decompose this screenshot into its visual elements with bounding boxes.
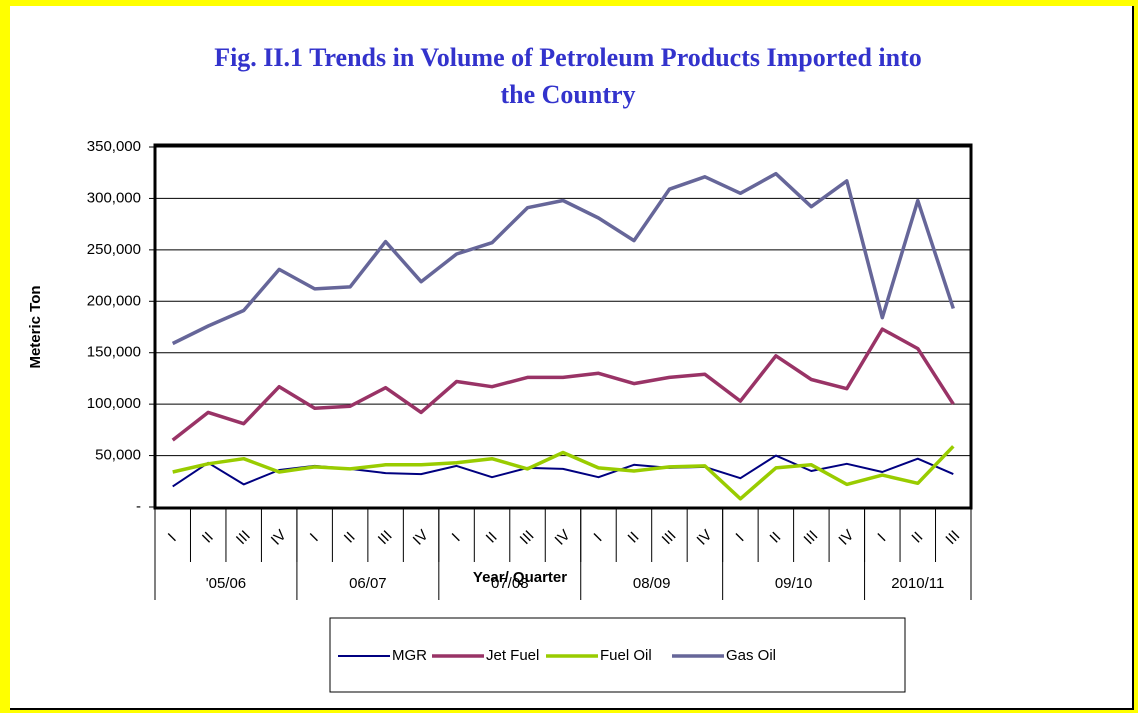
series-line	[171, 171, 955, 346]
group-label: 09/10	[775, 575, 813, 592]
group-label: '05/06	[206, 575, 246, 592]
legend-box	[329, 617, 906, 693]
plot-frame	[153, 143, 973, 510]
y-axis-title: Meteric Ton	[27, 285, 44, 368]
group-label: 06/07	[349, 575, 387, 592]
y-tick-label: 100,000	[87, 395, 141, 412]
y-tick-label: 250,000	[87, 241, 141, 258]
chart-title: the Country	[500, 80, 635, 109]
group-label: 07/08	[491, 575, 529, 592]
group-label: 2010/11	[891, 575, 944, 592]
legend-label: Jet Fuel	[486, 647, 539, 664]
y-tick-label: 50,000	[95, 447, 141, 464]
series-line	[172, 445, 955, 501]
group-label: 08/09	[633, 575, 671, 592]
y-tick-label: 350,000	[87, 138, 141, 155]
chart-title: Fig. II.1 Trends in Volume of Petroleum …	[214, 43, 922, 72]
legend-label: MGR	[392, 647, 427, 664]
y-tick-label: 200,000	[87, 292, 141, 309]
series-line	[171, 327, 955, 442]
x-axis-title: Year/ Quarter	[473, 569, 567, 586]
y-tick-label: -	[136, 498, 141, 515]
y-tick-label: 300,000	[87, 189, 141, 206]
chart-area	[10, 6, 1133, 708]
legend-label: Gas Oil	[726, 647, 776, 664]
y-tick-label: 150,000	[87, 344, 141, 361]
legend-label: Fuel Oil	[600, 647, 652, 664]
